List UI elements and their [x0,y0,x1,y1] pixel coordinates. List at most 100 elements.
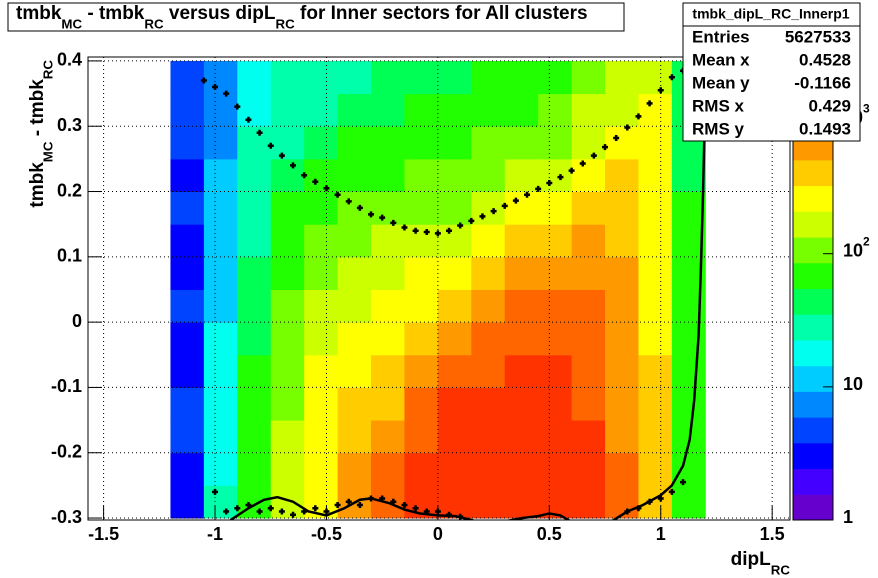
heat-cell [237,60,272,95]
stats-label: Mean y [692,73,750,92]
exponent: 3 [863,102,870,116]
heat-cell [571,485,606,519]
heat-cell [371,256,405,290]
profile-point [613,134,620,141]
x-axis-label: dipLRC [731,549,791,577]
heat-cell [538,126,573,160]
heatmap [170,60,706,519]
profile-point [379,214,386,221]
text-part: versus dipL [164,3,276,24]
colorbar-segment [793,211,833,238]
heat-cell [371,93,405,127]
profile-point [212,488,219,495]
profile-point [546,180,553,187]
heat-cell [471,60,506,95]
heat-cell [304,387,339,421]
colorbar-segment [793,339,833,367]
axes: -1.5 -1 -0.5 0 0.5 1 1.5 -0.3 -0.2 -0.1 0 0.1 0.2 0.3… [51,50,785,544]
heat-cell [203,126,238,160]
colorbar-tick-label: 1 [843,507,853,527]
heat-cell [538,485,573,519]
text-part: - tmbk [82,3,145,24]
colorbar-segment [793,494,833,521]
heat-cell [638,322,673,356]
heat-cell [671,452,706,486]
profile-point [345,198,352,205]
profile-point [579,160,586,167]
heat-cell [437,60,472,95]
heat-cell [371,289,405,323]
heat-cell [203,60,238,95]
stats-value: 5627533 [785,27,851,46]
colorbar-segment [793,185,833,212]
heat-cell [571,256,606,290]
heat-cell [337,60,372,95]
heat-cell [270,93,305,127]
heat-cell [638,256,673,290]
stats-value: -0.1166 [794,73,851,92]
y-tick-label: 0.3 [57,115,82,135]
heat-cell [571,60,606,95]
colorbar-segment [793,468,833,495]
heat-cell [471,289,506,323]
heat-cell [337,387,372,421]
profile-point [223,90,230,97]
heat-cell [538,256,573,290]
profile-point [602,144,609,151]
frame [87,56,791,521]
heat-cell [571,387,606,421]
stats-label: Mean x [692,50,750,69]
heat-cell [504,60,539,95]
heat-cell [404,420,439,454]
profile-point [401,501,408,508]
heat-cell [170,387,205,421]
heat-cell [605,158,639,193]
profile-point [624,124,631,131]
heat-cell [471,452,506,486]
heat-cell [404,126,439,160]
heat-cell [605,256,639,290]
heat-cell [471,191,506,225]
stats-label: RMS y [692,119,745,138]
heat-cell [203,158,238,193]
heat-cell [337,126,372,160]
profile-point [356,204,363,211]
heat-cell [170,289,205,323]
heat-cell [203,256,238,290]
heat-cell [404,452,439,486]
heat-cell [237,256,272,290]
stats-box: tmbk_dipL_RC_Innerp1 Entries 5627533 Mean x… [682,2,861,142]
heat-cell [203,289,238,323]
profile-point [412,505,419,512]
profile-point [234,505,241,512]
profile-point [278,152,285,159]
overlay [200,67,707,520]
profile-point [446,227,453,234]
heat-cell [203,485,238,519]
heat-cell [504,354,539,388]
heat-cell [437,322,472,356]
heat-cell [337,420,372,454]
profile-point [256,508,263,515]
heat-cell [605,93,639,127]
heat-cell [304,191,339,225]
profile-point [267,505,274,512]
profile-point [557,174,564,181]
heat-cell [237,158,272,193]
heat-cell [304,256,339,290]
heat-cell [304,224,339,258]
colorbar-segment [793,417,833,444]
profile-point [301,172,308,179]
profile-point [200,77,207,84]
stats-value: 0.1493 [799,119,851,138]
heat-cell [203,387,238,421]
heat-cell [571,126,606,160]
heat-cell [337,354,372,388]
heat-cell [504,224,539,258]
colorbar-tick-label: 10 [843,374,863,394]
heat-cell [304,354,339,388]
profile-point [334,191,341,198]
heat-cell [404,354,439,388]
heat-cell [371,60,405,95]
heat-cell [437,126,472,160]
